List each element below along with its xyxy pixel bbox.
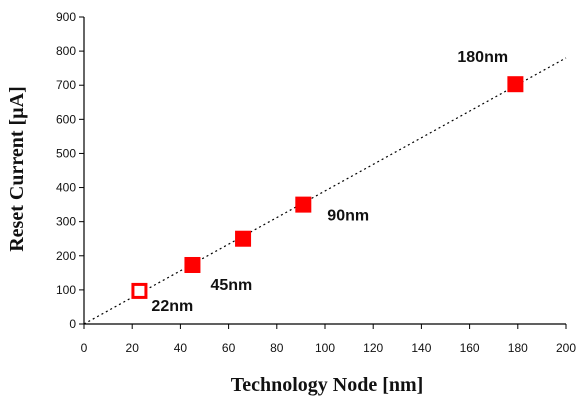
y-tick-label: 900 (56, 10, 76, 24)
x-axis-title: Technology Node [nm] (231, 374, 424, 396)
x-tick-label: 180 (508, 341, 528, 355)
y-tick-label: 300 (56, 215, 76, 229)
x-tick-label: 60 (222, 341, 236, 355)
data-point-label: 22nm (151, 298, 193, 315)
data-point-marker (184, 256, 201, 273)
y-axis-ticks: 0 100 200 300 400 500 600 700 800 900 (56, 10, 84, 331)
y-tick-label: 100 (56, 283, 76, 297)
x-tick-label: 140 (411, 341, 431, 355)
y-tick-label: 0 (69, 317, 76, 331)
plot-area: 0 20 40 60 80 100 120 140 160 180 200 0 100 200 300 40… (56, 10, 576, 355)
x-tick-label: 40 (174, 341, 188, 355)
x-tick-label: 0 (81, 341, 88, 355)
x-tick-label: 80 (270, 341, 284, 355)
data-point-label: 180nm (457, 49, 508, 66)
y-tick-label: 800 (56, 44, 76, 58)
y-tick-label: 600 (56, 112, 76, 126)
point-labels: 22nm 45nm 90nm 180nm (151, 49, 508, 315)
trend-line (83, 57, 567, 325)
data-points (131, 76, 524, 299)
y-tick-label: 500 (56, 146, 76, 160)
x-tick-label: 120 (363, 341, 383, 355)
y-axis-title: Reset Current [µA] (6, 86, 28, 252)
y-tick-label: 700 (56, 78, 76, 92)
data-point-marker (507, 76, 524, 93)
data-point-marker (295, 196, 312, 213)
y-tick-label: 400 (56, 181, 76, 195)
data-point-label: 90nm (327, 208, 369, 225)
data-point-marker (235, 230, 252, 247)
data-point-marker (131, 282, 148, 299)
x-tick-label: 20 (126, 341, 140, 355)
x-tick-label: 160 (460, 341, 480, 355)
x-axis-ticks: 0 20 40 60 80 100 120 140 160 180 200 (81, 324, 576, 355)
y-tick-label: 200 (56, 249, 76, 263)
x-tick-label: 200 (556, 341, 576, 355)
x-tick-label: 100 (315, 341, 335, 355)
data-point-label: 45nm (210, 277, 252, 294)
